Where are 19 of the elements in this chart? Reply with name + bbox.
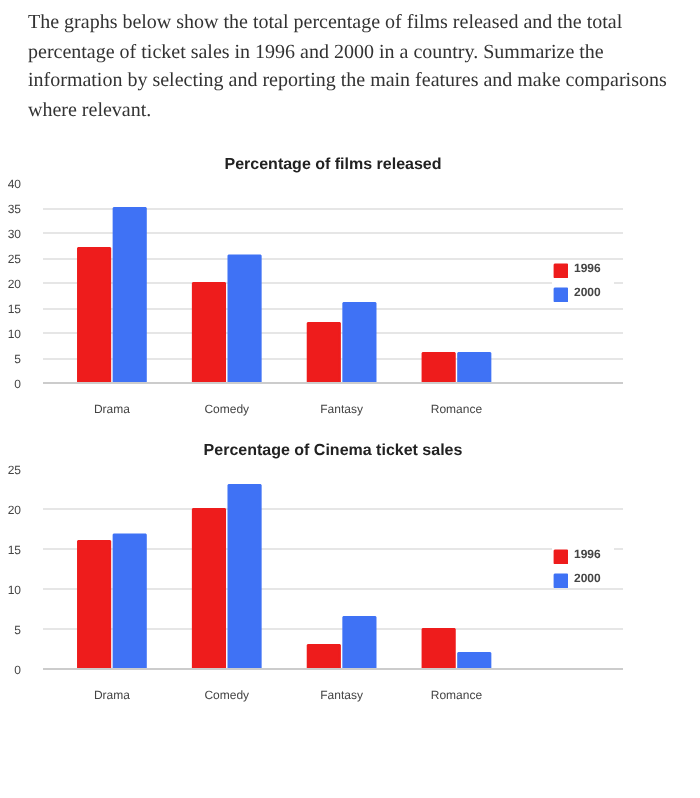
bar	[227, 484, 262, 669]
bar	[112, 533, 147, 669]
bar	[227, 254, 262, 383]
bar	[421, 352, 456, 383]
bar	[457, 652, 492, 669]
chart-title: Percentage of Cinema ticket sales	[203, 441, 464, 459]
bar	[191, 508, 227, 669]
bar	[77, 540, 112, 669]
bar	[421, 628, 456, 669]
bar	[342, 302, 377, 383]
bar	[191, 282, 227, 383]
bar	[342, 616, 377, 669]
bar	[77, 247, 112, 383]
bar	[457, 352, 492, 383]
bar	[112, 207, 147, 383]
bar	[306, 644, 341, 669]
text: The graphs below show the total percentage of films released and the total percentage of ticket sales in 1996 and 2000 in a country. Summarize the information by selecting and reporting the main features and make comparisons where relevant.	[28, 10, 669, 125]
bar	[306, 322, 341, 383]
chart-title: Percentage of films released	[224, 155, 442, 173]
